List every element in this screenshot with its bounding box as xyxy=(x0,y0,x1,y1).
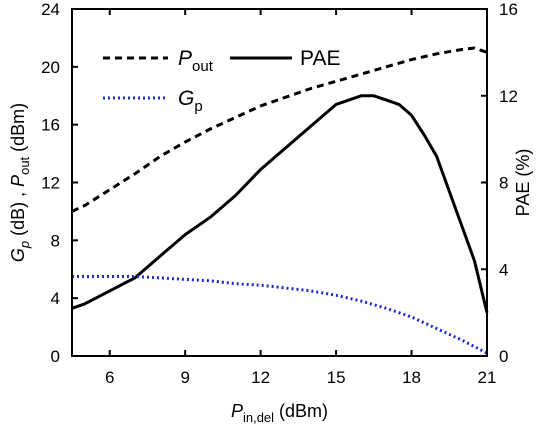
y-left-tick-label: 4 xyxy=(51,289,60,308)
x-tick-label: 12 xyxy=(251,368,270,387)
legend-label-pae: PAE xyxy=(300,47,340,70)
plot-lines xyxy=(71,46,489,355)
y-left-tick-label: 24 xyxy=(41,0,60,19)
x-tick-label: 9 xyxy=(180,368,189,387)
y-left-tick-label: 20 xyxy=(41,58,60,77)
plot-frame xyxy=(71,8,488,357)
series-pae-line xyxy=(71,94,489,313)
y-right-tick-label: 4 xyxy=(499,260,508,279)
y-right-tick-label: 8 xyxy=(499,174,508,193)
y-left-tick-label: 12 xyxy=(41,174,60,193)
y-left-axis-title: Gp (dB) , Pout (dBm) xyxy=(8,103,32,262)
series-pout-line xyxy=(71,46,488,213)
x-tick-label: 6 xyxy=(105,368,114,387)
series-gp-line xyxy=(72,275,488,355)
y-left-tick-label: 16 xyxy=(41,116,60,135)
legend-label-pout: Pout xyxy=(178,47,214,75)
y-left-tick-label: 8 xyxy=(51,231,60,250)
axis-ticks xyxy=(72,8,488,357)
x-tick-label: 15 xyxy=(327,368,346,387)
x-tick-label: 21 xyxy=(478,368,497,387)
legend-label-gp: Gp xyxy=(178,87,203,115)
x-tick-label: 18 xyxy=(402,368,421,387)
y-right-tick-label: 12 xyxy=(499,87,518,106)
y-right-axis-title: PAE (%) xyxy=(513,149,533,217)
y-right-tick-label: 16 xyxy=(499,0,518,19)
x-axis-title: Pin,del (dBm) xyxy=(231,401,328,425)
y-left-tick-label: 0 xyxy=(51,347,60,366)
y-right-tick-label: 0 xyxy=(499,347,508,366)
legend: Pout PAE Gp xyxy=(103,47,340,115)
